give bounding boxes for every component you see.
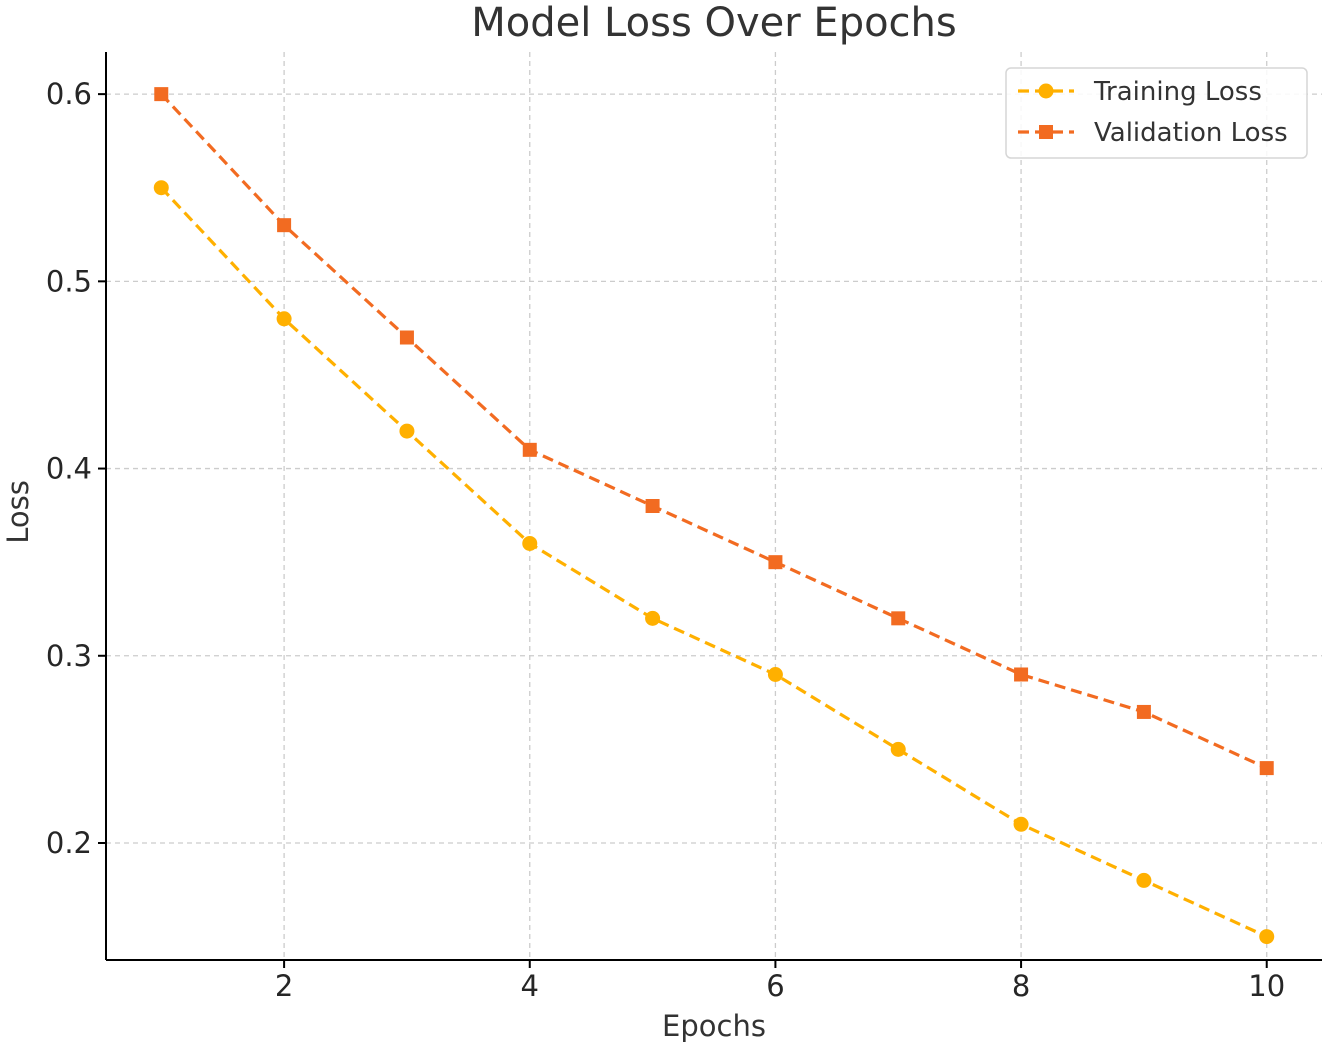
validation-loss-point <box>768 555 783 570</box>
chart-title: Model Loss Over Epochs <box>471 0 957 46</box>
x-tick-label: 6 <box>766 969 784 1003</box>
training-loss-point <box>1013 816 1029 832</box>
training-loss-point <box>399 423 415 439</box>
x-axis-label: Epochs <box>662 1009 766 1043</box>
legend-circle-marker <box>1038 83 1054 99</box>
x-tick-label: 8 <box>1012 969 1030 1003</box>
training-loss-point <box>767 666 783 682</box>
legend-square-marker <box>1039 125 1053 139</box>
training-loss-point <box>522 535 538 551</box>
axes <box>105 52 1322 961</box>
legend-label-0: Training Loss <box>1093 77 1262 107</box>
ticks: 2 4 6 8 10 0.2 0.3 0.4 0.5 0.6 <box>46 77 1285 1003</box>
validation-loss-point <box>277 218 292 233</box>
grid <box>106 52 1322 960</box>
validation-loss-point <box>522 442 537 457</box>
validation-loss-point <box>645 499 660 513</box>
series-line-1 <box>160 93 1268 770</box>
validation-loss-point <box>399 330 414 345</box>
series-markers <box>153 87 1275 945</box>
training-loss-point <box>276 311 292 327</box>
series-line-0 <box>160 186 1268 939</box>
x-tick-label: 4 <box>521 969 539 1003</box>
training-loss-point <box>645 610 661 626</box>
x-tick-label: 2 <box>275 969 293 1003</box>
validation-loss-point <box>1014 667 1029 682</box>
training-loss-point <box>153 180 169 196</box>
validation-loss-point <box>891 611 906 626</box>
y-tick-label: 0.6 <box>46 77 92 111</box>
y-tick-label: 0.2 <box>46 826 92 860</box>
training-loss-point <box>1136 872 1152 888</box>
training-loss-point <box>1259 929 1275 945</box>
training-loss-point <box>890 741 906 757</box>
series-lines <box>160 93 1268 939</box>
y-tick-label: 0.5 <box>46 264 92 298</box>
legend: Training Loss Validation Loss <box>1005 67 1308 159</box>
validation-loss-point <box>1259 761 1274 776</box>
y-tick-label: 0.4 <box>46 452 92 486</box>
y-tick-label: 0.3 <box>46 639 92 673</box>
x-tick-label: 10 <box>1248 969 1285 1003</box>
legend-label-1: Validation Loss <box>1094 118 1288 148</box>
y-axis-label: Loss <box>1 480 35 544</box>
validation-loss-point <box>1136 704 1151 719</box>
validation-loss-point <box>154 87 169 102</box>
legend-box <box>1005 67 1308 159</box>
